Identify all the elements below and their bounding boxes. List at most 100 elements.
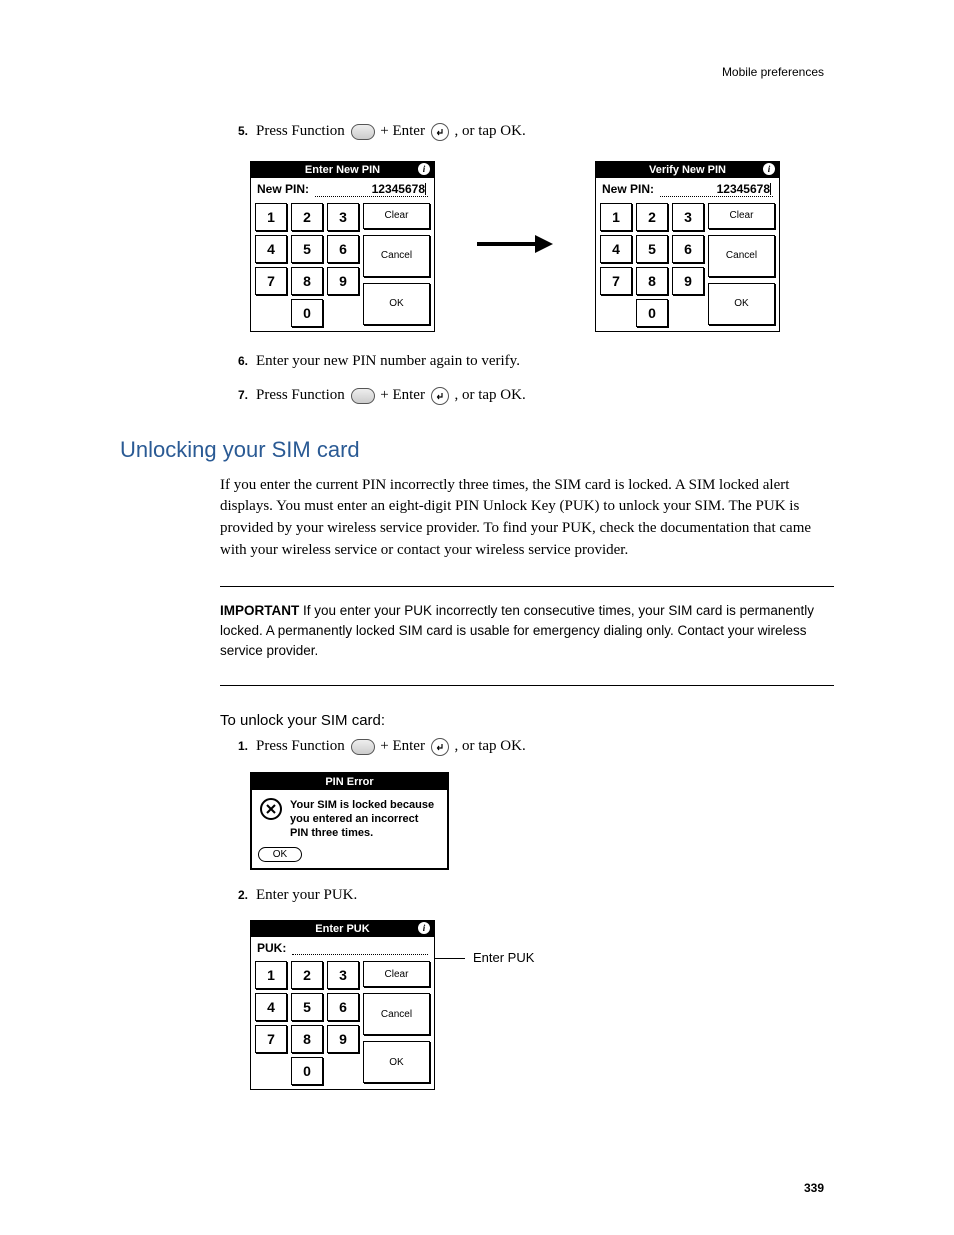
- key-0[interactable]: 0: [291, 1057, 323, 1085]
- unlock-step-1-pre: Press Function: [256, 738, 349, 754]
- key-1[interactable]: 1: [255, 203, 287, 231]
- step-5: 5. Press Function + Enter , or tap OK.: [220, 120, 834, 143]
- key-7[interactable]: 7: [600, 267, 632, 295]
- enter-key-icon: [431, 738, 449, 756]
- key-4[interactable]: 4: [255, 235, 287, 263]
- pin-value-left-label: New PIN:: [257, 182, 309, 197]
- puk-value: PUK:: [253, 939, 432, 959]
- callout-line: [435, 958, 465, 959]
- step-7-pre: Press Function: [256, 387, 349, 403]
- arrow-icon: [475, 229, 555, 264]
- unlock-step-1-num: 1.: [220, 735, 256, 758]
- error-x-icon: [260, 798, 282, 820]
- key-5[interactable]: 5: [291, 235, 323, 263]
- key-6[interactable]: 6: [327, 235, 359, 263]
- puk-title: Enter PUK i: [251, 921, 434, 937]
- key-1[interactable]: 1: [600, 203, 632, 231]
- key-8[interactable]: 8: [291, 1025, 323, 1053]
- puk-title-text: Enter PUK: [315, 923, 369, 935]
- step-7-num: 7.: [220, 384, 256, 407]
- clear-button[interactable]: Clear: [363, 961, 430, 987]
- key-3[interactable]: 3: [327, 203, 359, 231]
- pin-error-ok-button[interactable]: OK: [258, 847, 302, 862]
- key-1[interactable]: 1: [255, 961, 287, 989]
- verify-new-pin-keypad: Verify New PIN i New PIN: 12345678 1 2 3…: [595, 161, 780, 332]
- unlock-step-1-post: , or tap OK.: [454, 738, 525, 754]
- key-5[interactable]: 5: [636, 235, 668, 263]
- key-9[interactable]: 9: [327, 1025, 359, 1053]
- pin-error-dialog: PIN Error Your SIM is locked because you…: [250, 772, 449, 870]
- pin-error-title: PIN Error: [252, 774, 447, 790]
- step-7-mid: + Enter: [380, 387, 428, 403]
- clear-button[interactable]: Clear: [363, 203, 430, 229]
- key-0[interactable]: 0: [636, 299, 668, 327]
- important-label: IMPORTANT: [220, 603, 299, 618]
- section-heading: Unlocking your SIM card: [120, 437, 834, 463]
- pin-value-right-label: New PIN:: [602, 182, 654, 197]
- key-9[interactable]: 9: [672, 267, 704, 295]
- keypad-title-left-text: Enter New PIN: [305, 164, 380, 176]
- pin-value-left-value: 12345678: [372, 182, 425, 196]
- unlock-step-2: 2. Enter your PUK.: [220, 884, 834, 907]
- key-8[interactable]: 8: [291, 267, 323, 295]
- enter-puk-keypad: Enter PUK i PUK: 1 2 3 4 5 6 7: [250, 920, 435, 1090]
- ok-button[interactable]: OK: [708, 283, 775, 325]
- clear-button[interactable]: Clear: [708, 203, 775, 229]
- unlock-step-2-num: 2.: [220, 884, 256, 907]
- page-number: 339: [804, 1181, 824, 1195]
- key-3[interactable]: 3: [327, 961, 359, 989]
- key-9[interactable]: 9: [327, 267, 359, 295]
- cancel-button[interactable]: Cancel: [363, 235, 430, 277]
- pin-value-right: New PIN: 12345678: [598, 180, 777, 201]
- unlock-step-1-mid: + Enter: [380, 738, 428, 754]
- puk-row: Enter PUK i PUK: 1 2 3 4 5 6 7: [250, 920, 834, 1090]
- key-6[interactable]: 6: [672, 235, 704, 263]
- step-6-num: 6.: [220, 350, 256, 373]
- cancel-button[interactable]: Cancel: [363, 993, 430, 1035]
- keypad-title-right-text: Verify New PIN: [649, 164, 726, 176]
- unlock-step-1-body: Press Function + Enter , or tap OK.: [256, 735, 834, 758]
- unlock-step-1: 1. Press Function + Enter , or tap OK.: [220, 735, 834, 758]
- function-key-icon: [351, 388, 375, 404]
- key-2[interactable]: 2: [291, 961, 323, 989]
- step-7: 7. Press Function + Enter , or tap OK.: [220, 384, 834, 407]
- key-7[interactable]: 7: [255, 1025, 287, 1053]
- ok-button[interactable]: OK: [363, 1041, 430, 1083]
- step-7-body: Press Function + Enter , or tap OK.: [256, 384, 834, 407]
- key-0[interactable]: 0: [291, 299, 323, 327]
- pin-error-msg: Your SIM is locked because you entered a…: [290, 798, 439, 841]
- key-2[interactable]: 2: [636, 203, 668, 231]
- divider-bottom: [220, 685, 834, 686]
- important-note: IMPORTANT If you enter your PUK incorrec…: [220, 601, 834, 662]
- step-6: 6. Enter your new PIN number again to ve…: [220, 350, 834, 373]
- info-icon[interactable]: i: [418, 163, 430, 175]
- info-icon[interactable]: i: [418, 922, 430, 934]
- key-4[interactable]: 4: [600, 235, 632, 263]
- info-icon[interactable]: i: [763, 163, 775, 175]
- key-5[interactable]: 5: [291, 993, 323, 1021]
- sub-heading: To unlock your SIM card:: [220, 712, 834, 729]
- section-para: If you enter the current PIN incorrectly…: [220, 475, 834, 562]
- key-7[interactable]: 7: [255, 267, 287, 295]
- function-key-icon: [351, 739, 375, 755]
- cancel-button[interactable]: Cancel: [708, 235, 775, 277]
- key-6[interactable]: 6: [327, 993, 359, 1021]
- enter-key-icon: [431, 387, 449, 405]
- step-6-body: Enter your new PIN number again to verif…: [256, 350, 834, 373]
- header-right: Mobile preferences: [722, 65, 824, 79]
- function-key-icon: [351, 124, 375, 140]
- enter-new-pin-keypad: Enter New PIN i New PIN: 12345678 1 2 3 …: [250, 161, 435, 332]
- puk-callout: Enter PUK: [465, 950, 534, 965]
- step-7-post: , or tap OK.: [454, 387, 525, 403]
- key-4[interactable]: 4: [255, 993, 287, 1021]
- keypad-title-right: Verify New PIN i: [596, 162, 779, 178]
- key-8[interactable]: 8: [636, 267, 668, 295]
- important-text: If you enter your PUK incorrectly ten co…: [220, 603, 814, 659]
- step-5-mid: + Enter: [380, 123, 428, 139]
- keypad-row: Enter New PIN i New PIN: 12345678 1 2 3 …: [250, 161, 834, 332]
- divider-top: [220, 586, 834, 587]
- key-2[interactable]: 2: [291, 203, 323, 231]
- step-5-pre: Press Function: [256, 123, 349, 139]
- key-3[interactable]: 3: [672, 203, 704, 231]
- ok-button[interactable]: OK: [363, 283, 430, 325]
